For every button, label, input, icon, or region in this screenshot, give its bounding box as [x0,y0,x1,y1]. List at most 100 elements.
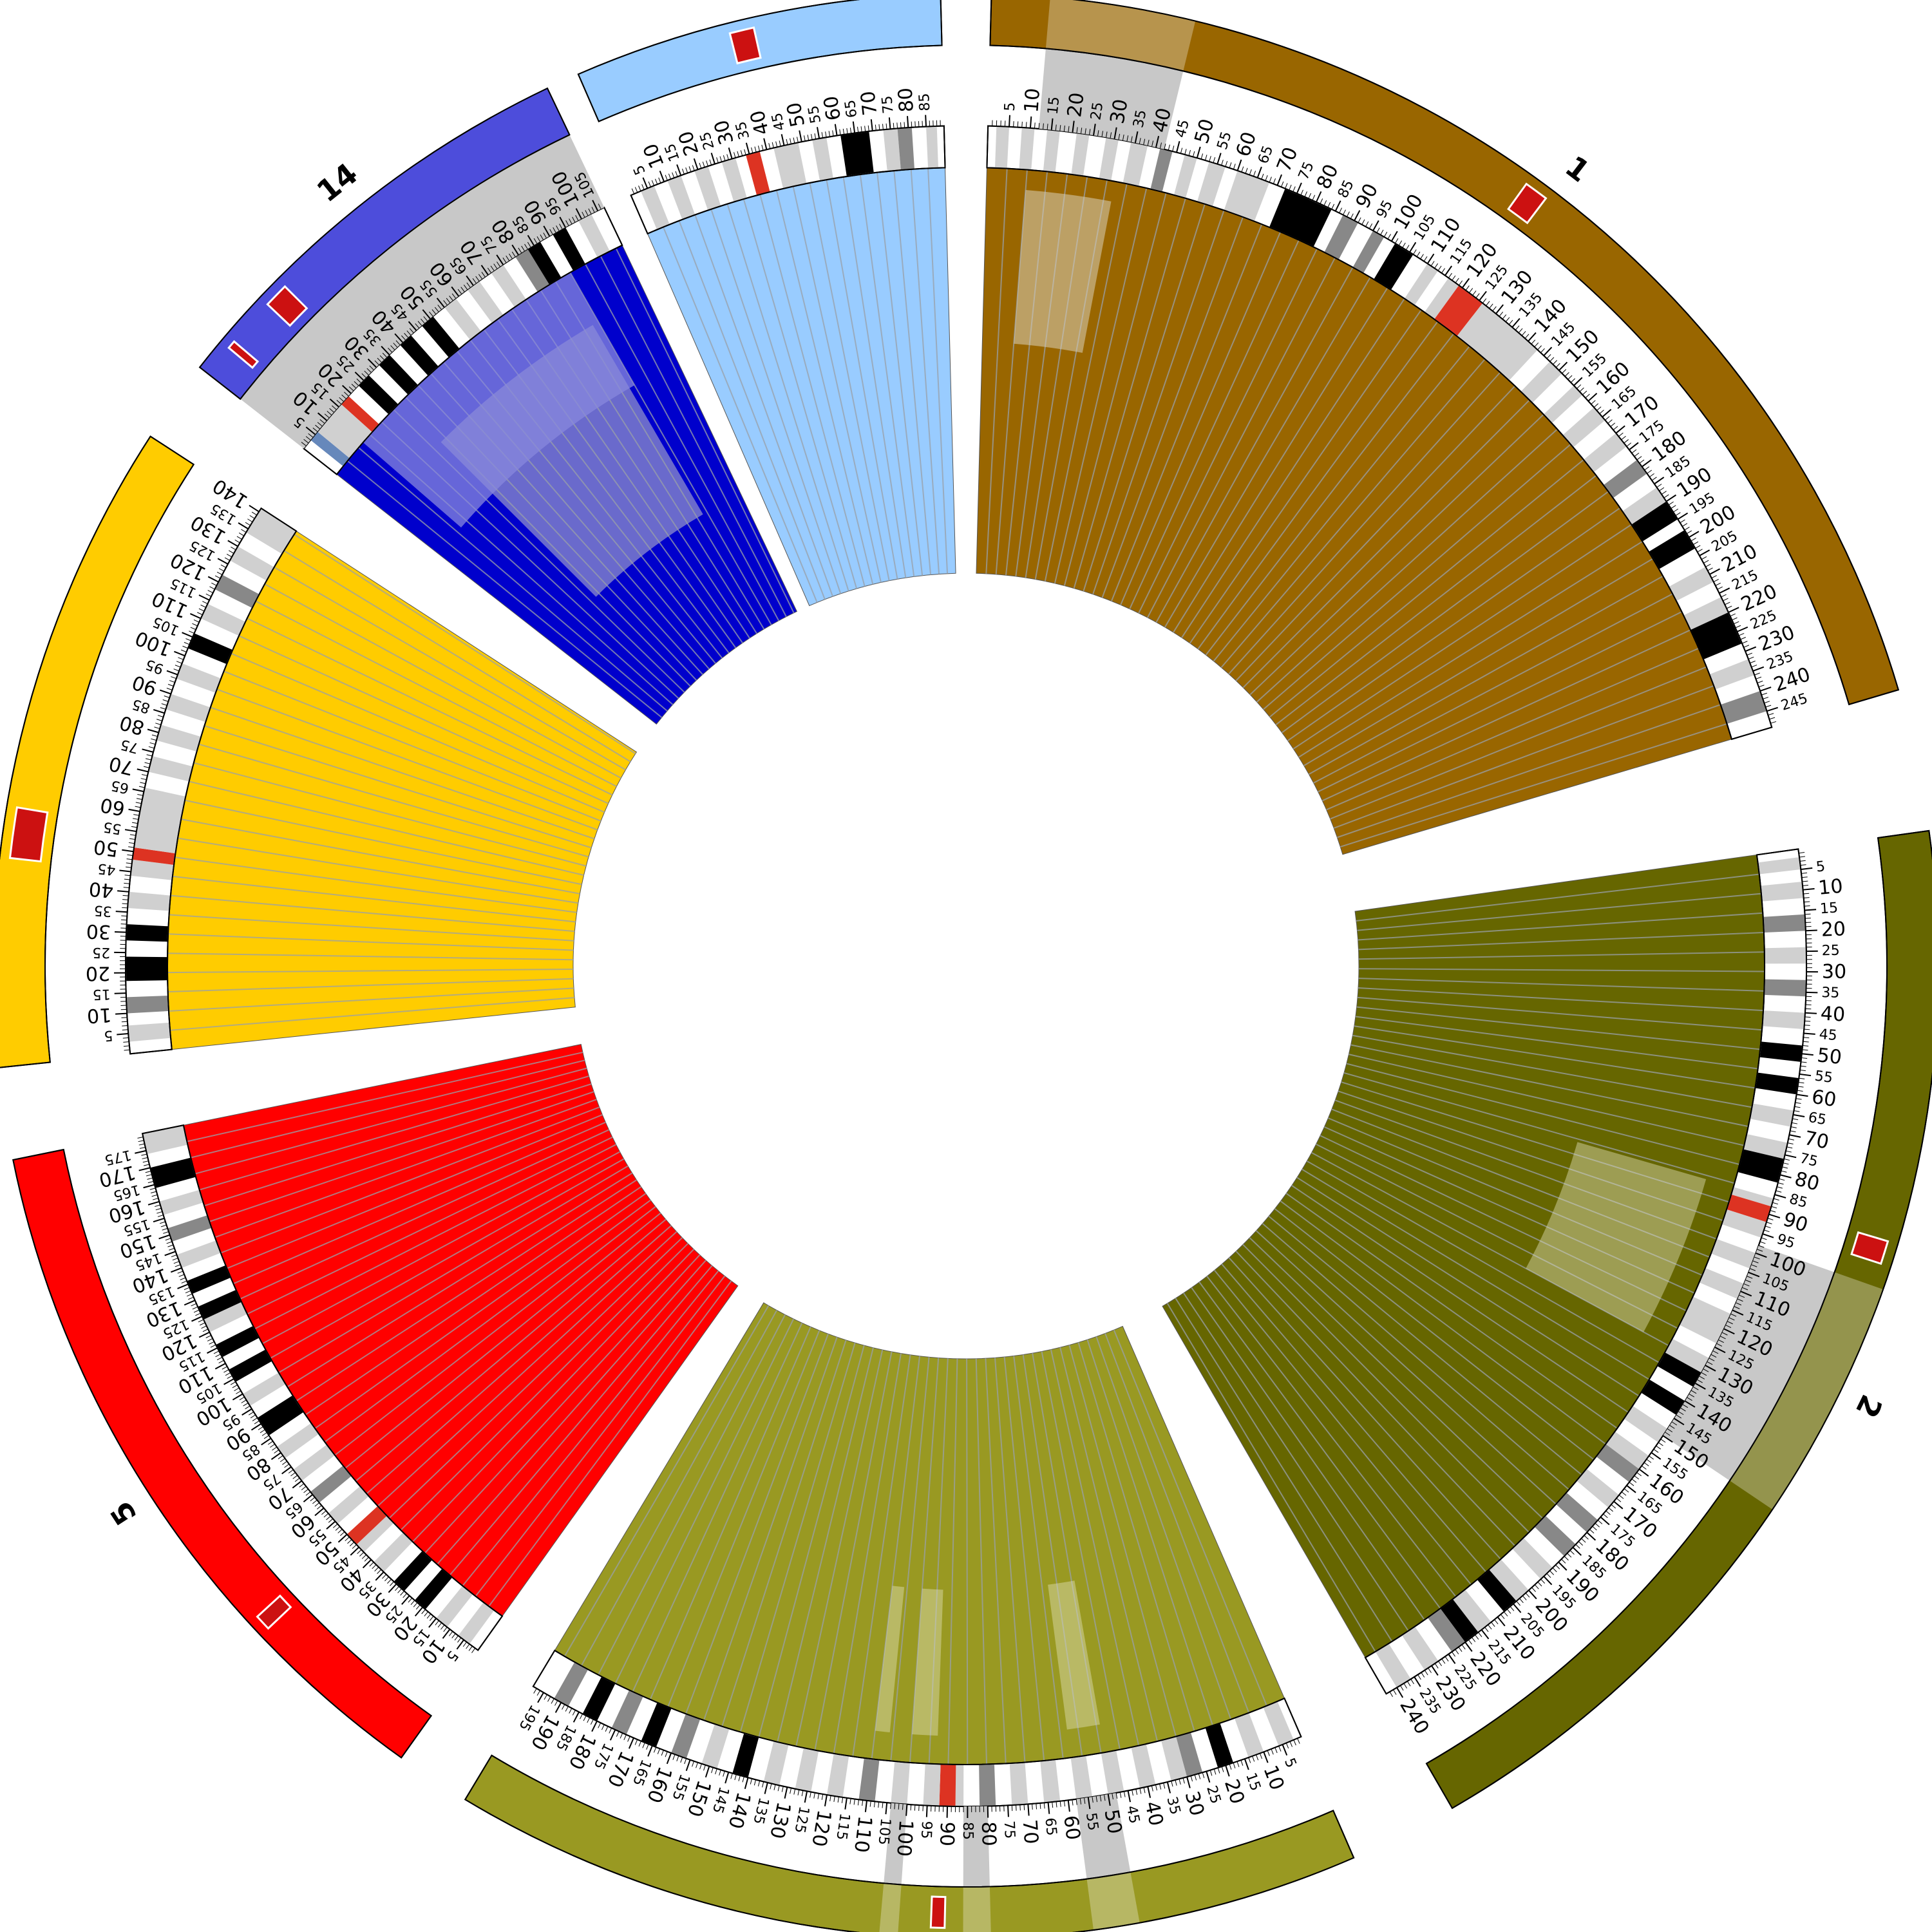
chr1-band [1669,567,1713,601]
chr16-tick [634,187,638,193]
chr1-tick [1343,209,1346,215]
chr5-spoke [287,1172,633,1388]
chr1-tick [1025,122,1027,128]
chr2-tick [1756,1253,1767,1258]
chr5-spoke [355,1218,667,1482]
chr16-tick [817,127,820,139]
chr9-tick [227,540,238,547]
chr5-tick [177,1271,184,1274]
chr16-tick [642,177,649,189]
chr2-tick [1803,1032,1815,1035]
chr9-band [149,756,193,782]
chr2-tick [1693,1387,1699,1390]
chr2-tick [1803,1037,1810,1039]
chr1-tick [1705,564,1711,567]
chr3-tick [1229,1764,1232,1770]
chr5-tick [248,1411,254,1416]
chr1-spoke [1313,593,1673,784]
chr16-spoke [859,174,915,577]
chr14-tick [381,345,390,355]
chr3-tick [661,1750,664,1756]
chr2-band [1535,1516,1576,1556]
chr5-tick [239,1396,245,1401]
chr5-tick [400,1591,405,1596]
chr9-tick [119,869,131,873]
chr2-tick [1525,1593,1530,1598]
chr1-tick [1068,126,1070,132]
chr16-spoke [743,198,858,589]
chr5-tick [236,1390,242,1394]
chr9-spoke [168,987,574,1012]
chr14-tick [460,287,465,292]
chr5-spoke [296,1179,637,1402]
chr3-tick [1104,1795,1106,1801]
chr1-tick [1688,531,1700,538]
chr1-tick [1320,198,1323,204]
chr3-tick [628,1738,634,1749]
chr1-tick-label: 65 [1255,144,1276,166]
chr1-tick [1549,357,1555,362]
chr3-tick [627,1736,630,1742]
chr3-tick [1248,1757,1251,1763]
chr5-band [216,1326,259,1358]
chr2-tick [1794,1110,1800,1112]
chr3-spoke [758,1345,865,1738]
chr1-tick [1486,301,1490,307]
chr16-tick [925,115,927,127]
chr1-tick [1624,439,1629,444]
chr9-band [135,788,185,853]
chr1-tick [1750,660,1756,664]
chr16-band [812,138,833,180]
chr5-tick [234,1387,240,1392]
chr2-outer-mark [1850,1231,1889,1265]
chr2-tick-label: 30 [1822,961,1846,983]
chr3-tick [817,1793,820,1799]
chr14-tick [390,345,395,350]
chr5-tick [317,1505,322,1510]
chr1-band [1099,138,1119,180]
chr5-tick [185,1290,191,1294]
chr1-tick [1766,706,1778,712]
chr5-tick [160,1224,167,1227]
chr1-tick [1537,345,1542,350]
chr2-outer-highlight [1729,1272,1884,1510]
chr3-tick [1112,1794,1113,1800]
chr1-tick [1743,645,1750,648]
chr2-band [1722,1209,1766,1238]
chr14-outer-ring-outline [198,87,571,401]
chr16-tick [761,144,764,151]
chr14-tick [369,365,374,370]
chr14-tick [472,278,477,283]
chr2-spoke [1349,1054,1745,1146]
chr9-tick [140,782,146,784]
chr1-tick [1621,435,1626,440]
chr2-spoke [1331,1108,1710,1258]
chr1-tick [1426,253,1435,264]
chr5-tick [158,1234,170,1240]
chr3-tick [1072,1799,1074,1806]
chr2-band [1596,1444,1639,1482]
chr1-tick [1686,530,1692,535]
chr1-tick-label: 30 [1106,97,1133,126]
chr2-tick [1750,1268,1756,1271]
chr1-tick [1511,317,1520,328]
chr2-tick [1421,1672,1425,1678]
chr5-tick [243,1403,249,1406]
chr2-tick [1552,1567,1557,1573]
chr1-tick [1756,676,1762,679]
chr14-tick [540,234,544,240]
chr3-tick [1206,1771,1211,1783]
chr1-tick [1479,290,1487,301]
chr1-tick [1576,384,1582,389]
chr5-tick [222,1366,227,1370]
chr14-tick [533,238,538,244]
chr1-tick [1229,162,1232,168]
chr14-tick [575,215,579,221]
chr1-tick [1770,721,1777,724]
chr1-spoke [1321,629,1691,802]
chr14-tick [319,419,325,424]
chr2-tick [1658,1442,1663,1446]
chr3-tick [605,1726,609,1732]
chr3-band [1206,1723,1233,1768]
chr1-tick [1644,466,1650,471]
